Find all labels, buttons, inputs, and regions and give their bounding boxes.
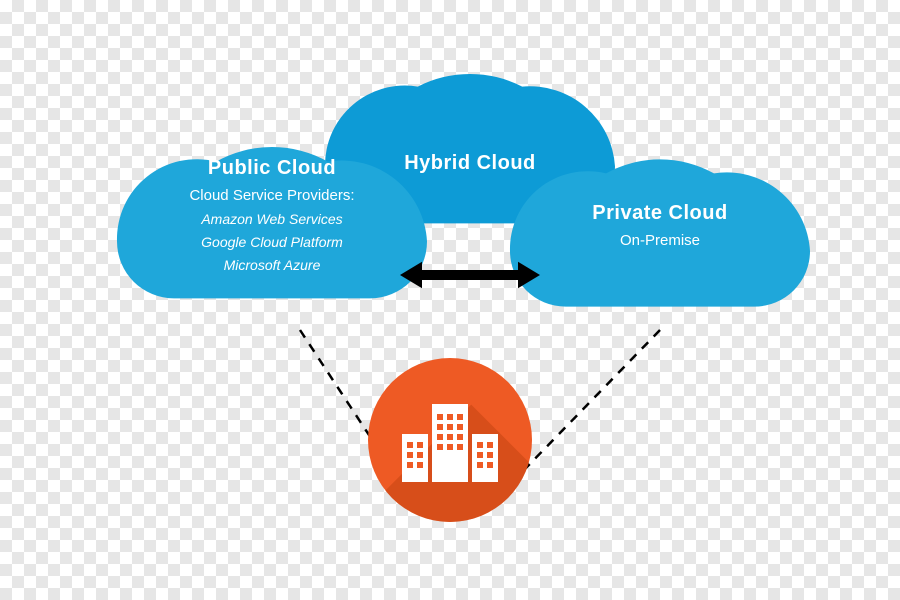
- cloud-public-item-1: Google Cloud Platform: [132, 233, 412, 252]
- cloud-public-item-2: Microsoft Azure: [132, 256, 412, 275]
- double-arrow-icon: [400, 262, 540, 288]
- cloud-private-subtitle: On-Premise: [530, 231, 790, 251]
- cloud-public-label: Public Cloud Cloud Service Providers: Am…: [132, 155, 412, 275]
- svg-stage: [0, 0, 900, 600]
- cloud-public-item-0: Amazon Web Services: [132, 210, 412, 229]
- cloud-private-title: Private Cloud: [530, 200, 790, 227]
- diagram-canvas: Hybrid Cloud Public Cloud Cloud Service …: [0, 0, 900, 600]
- cloud-public-subtitle: Cloud Service Providers:: [132, 186, 412, 206]
- cloud-private-label: Private Cloud On-Premise: [530, 200, 790, 251]
- hub-building: [332, 358, 610, 600]
- cloud-public-title: Public Cloud: [132, 155, 412, 182]
